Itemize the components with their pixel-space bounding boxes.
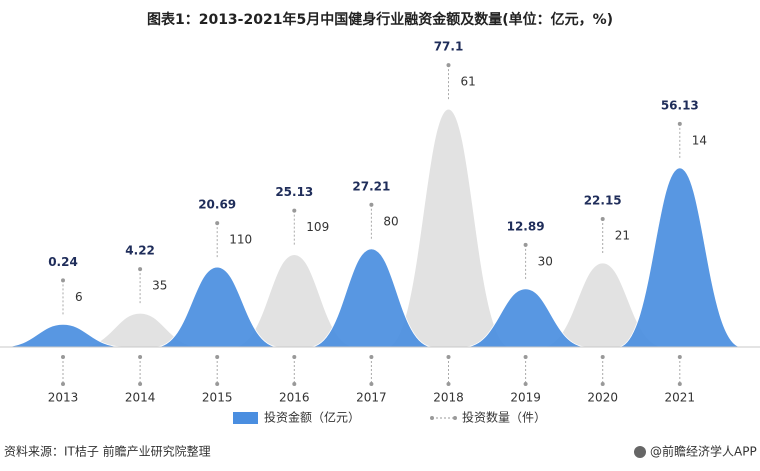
count-label: 14 <box>692 133 707 147</box>
x-tick-dot <box>446 355 451 359</box>
legend-label: 投资金额（亿元） <box>264 410 360 425</box>
x-tick-dot <box>600 382 605 386</box>
x-tick-dot <box>215 355 220 359</box>
x-tick-dot <box>523 355 528 359</box>
x-tick-label: 2018 <box>433 391 464 405</box>
count-label: 30 <box>538 254 553 268</box>
x-tick-dot <box>138 355 143 359</box>
x-tick-dot <box>61 382 65 386</box>
legend-label: 投资数量（件） <box>462 410 546 425</box>
legend-swatch <box>453 416 457 420</box>
count-label: 6 <box>75 290 83 304</box>
x-tick-dot <box>523 382 528 386</box>
x-tick-dot <box>446 382 451 386</box>
chart-title: 图表1：2013-2021年5月中国健身行业融资金额及数量(单位：亿元，%) <box>147 11 613 28</box>
value-label: 77.1 <box>434 40 464 54</box>
x-tick-dot <box>292 355 297 359</box>
x-tick-dot <box>138 382 143 386</box>
value-label: 25.13 <box>275 185 313 199</box>
value-label: 22.15 <box>584 193 622 207</box>
x-tick-label: 2017 <box>356 391 387 405</box>
credit: @前瞻经济学人APP <box>650 444 757 459</box>
count-label: 109 <box>306 220 329 234</box>
value-label: 27.21 <box>352 179 390 193</box>
count-dot <box>600 216 605 221</box>
x-tick-dot <box>600 355 605 359</box>
peak <box>309 248 434 348</box>
peak <box>617 167 742 348</box>
x-tick-label: 2016 <box>279 391 310 405</box>
x-tick-label: 2014 <box>125 391 156 405</box>
count-label: 80 <box>383 214 398 228</box>
count-dot <box>523 242 528 247</box>
x-tick-dot <box>369 382 374 386</box>
x-tick-label: 2020 <box>587 391 618 405</box>
peak <box>463 288 588 348</box>
count-dot <box>292 208 297 213</box>
x-tick-dot <box>677 355 682 359</box>
x-tick-label: 2015 <box>202 391 233 405</box>
x-tick-dot <box>369 355 374 359</box>
value-label: 56.13 <box>661 98 699 112</box>
count-dot <box>677 121 682 126</box>
count-dot <box>215 221 220 226</box>
value-label: 0.24 <box>48 255 78 269</box>
x-tick-label: 2021 <box>665 391 696 405</box>
x-tick-dot <box>677 382 682 386</box>
x-tick-dot <box>292 382 297 386</box>
x-tick-label: 2019 <box>510 391 541 405</box>
legend-swatch <box>430 416 434 420</box>
x-tick-label: 2013 <box>48 391 79 405</box>
count-label: 61 <box>461 75 476 89</box>
count-label: 21 <box>615 228 630 242</box>
value-label: 20.69 <box>198 198 236 212</box>
peak <box>386 108 511 348</box>
count-dot <box>369 202 374 207</box>
count-dot <box>138 267 143 272</box>
legend-swatch <box>233 412 258 424</box>
value-label: 4.22 <box>125 244 155 258</box>
count-label: 35 <box>152 279 167 293</box>
value-label: 12.89 <box>507 219 545 233</box>
count-dot <box>446 63 451 68</box>
peak <box>155 266 280 348</box>
count-label: 110 <box>229 233 252 247</box>
source: 资料来源：IT桔子 前瞻产业研究院整理 <box>4 444 211 459</box>
peak <box>0 323 126 348</box>
count-dot <box>61 278 65 283</box>
x-tick-dot <box>215 382 220 386</box>
credit-icon <box>634 446 646 458</box>
x-tick-dot <box>61 355 65 359</box>
